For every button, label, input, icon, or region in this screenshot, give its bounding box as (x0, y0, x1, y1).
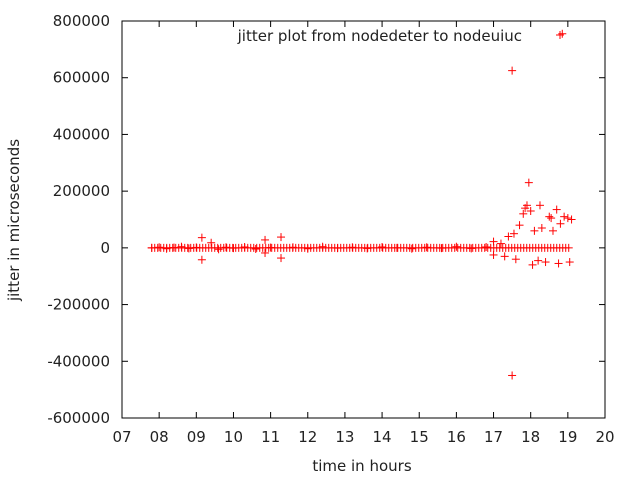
y-tick-label: -600000 (47, 409, 110, 427)
y-tick-label: -400000 (47, 352, 110, 370)
data-point (489, 237, 498, 246)
data-point (567, 215, 576, 224)
data-point (162, 244, 171, 253)
data-point (564, 243, 573, 252)
legend-label: jitter plot from nodedeter to nodeuiuc (237, 27, 522, 45)
data-point (482, 243, 491, 252)
data-point (489, 250, 498, 259)
x-tick-label: 07 (112, 428, 131, 446)
x-tick-label: 19 (558, 428, 577, 446)
data-point (261, 248, 270, 257)
data-point (535, 201, 544, 210)
y-tick-label: 600000 (53, 69, 110, 87)
data-point (519, 209, 528, 218)
data-point (560, 212, 569, 221)
data-point (407, 244, 416, 253)
data-point (277, 254, 286, 263)
data-point (504, 232, 513, 241)
data-point (467, 244, 476, 253)
data-point (363, 244, 372, 253)
x-tick-label: 16 (447, 428, 466, 446)
data-point (534, 256, 543, 265)
legend-marker (556, 31, 564, 39)
x-tick-label: 15 (410, 428, 429, 446)
data-point (509, 229, 518, 238)
y-axis-title: jitter in microseconds (5, 139, 23, 302)
data-point (197, 233, 206, 242)
data-point (277, 233, 286, 242)
data-point (197, 255, 206, 264)
y-tick-label: 400000 (53, 125, 110, 143)
data-point (545, 212, 554, 221)
data-point (348, 243, 357, 252)
data-point (251, 244, 260, 253)
data-point (522, 201, 531, 210)
data-point (392, 243, 401, 252)
x-tick-label: 08 (150, 428, 169, 446)
data-point (563, 214, 572, 223)
data-point (500, 252, 509, 261)
data-point (422, 243, 431, 252)
data-point (556, 219, 565, 228)
data-points (147, 29, 576, 380)
data-point (288, 243, 297, 252)
data-point (452, 242, 461, 251)
data-point (333, 244, 342, 253)
data-point (528, 260, 537, 269)
x-tick-label: 10 (224, 428, 243, 446)
x-tick-label: 09 (187, 428, 206, 446)
x-tick-label: 17 (484, 428, 503, 446)
x-tick-label: 13 (335, 428, 354, 446)
data-point (170, 243, 179, 252)
data-point (147, 243, 156, 252)
x-tick-label: 20 (595, 428, 614, 446)
data-point (554, 259, 563, 268)
data-point (515, 221, 524, 230)
x-tick-label: 14 (373, 428, 392, 446)
data-point (240, 243, 249, 252)
y-tick-label: 0 (100, 239, 110, 257)
data-point (511, 255, 520, 264)
y-axis: -600000 -400000 -200000 0 200000 400000 600000… (47, 12, 605, 427)
y-tick-label: -200000 (47, 296, 110, 314)
data-point (537, 224, 546, 233)
data-point (530, 226, 539, 235)
data-point (565, 258, 574, 267)
data-point (508, 66, 517, 75)
x-tick-label: 11 (261, 428, 280, 446)
data-point (378, 243, 387, 252)
data-point (437, 244, 446, 253)
data-point (552, 205, 561, 214)
y-tick-label: 800000 (53, 12, 110, 30)
x-tick-label: 12 (298, 428, 317, 446)
data-point (177, 242, 186, 251)
legend-marker-symbol (556, 31, 564, 39)
x-tick-label: 18 (521, 428, 540, 446)
x-axis: 07 08 09 10 11 12 13 14 15 16 17 18 19 20 (112, 21, 615, 446)
data-point (318, 242, 327, 251)
data-point (266, 243, 275, 252)
data-point (155, 243, 164, 252)
data-point (547, 214, 556, 223)
data-point (184, 244, 193, 253)
data-point (526, 206, 535, 215)
data-point (222, 243, 231, 252)
data-point (192, 243, 201, 252)
data-point (541, 258, 550, 267)
data-point (214, 245, 223, 254)
data-point (496, 239, 505, 248)
data-point (207, 238, 216, 247)
data-point (524, 178, 533, 187)
data-point (558, 29, 567, 38)
data-point (508, 371, 517, 380)
data-point (548, 226, 557, 235)
data-point (261, 235, 270, 244)
y-tick-label: 200000 (53, 182, 110, 200)
data-point (303, 244, 312, 253)
plot-frame (121, 20, 606, 419)
data-point (229, 244, 238, 253)
x-axis-title: time in hours (312, 457, 411, 475)
